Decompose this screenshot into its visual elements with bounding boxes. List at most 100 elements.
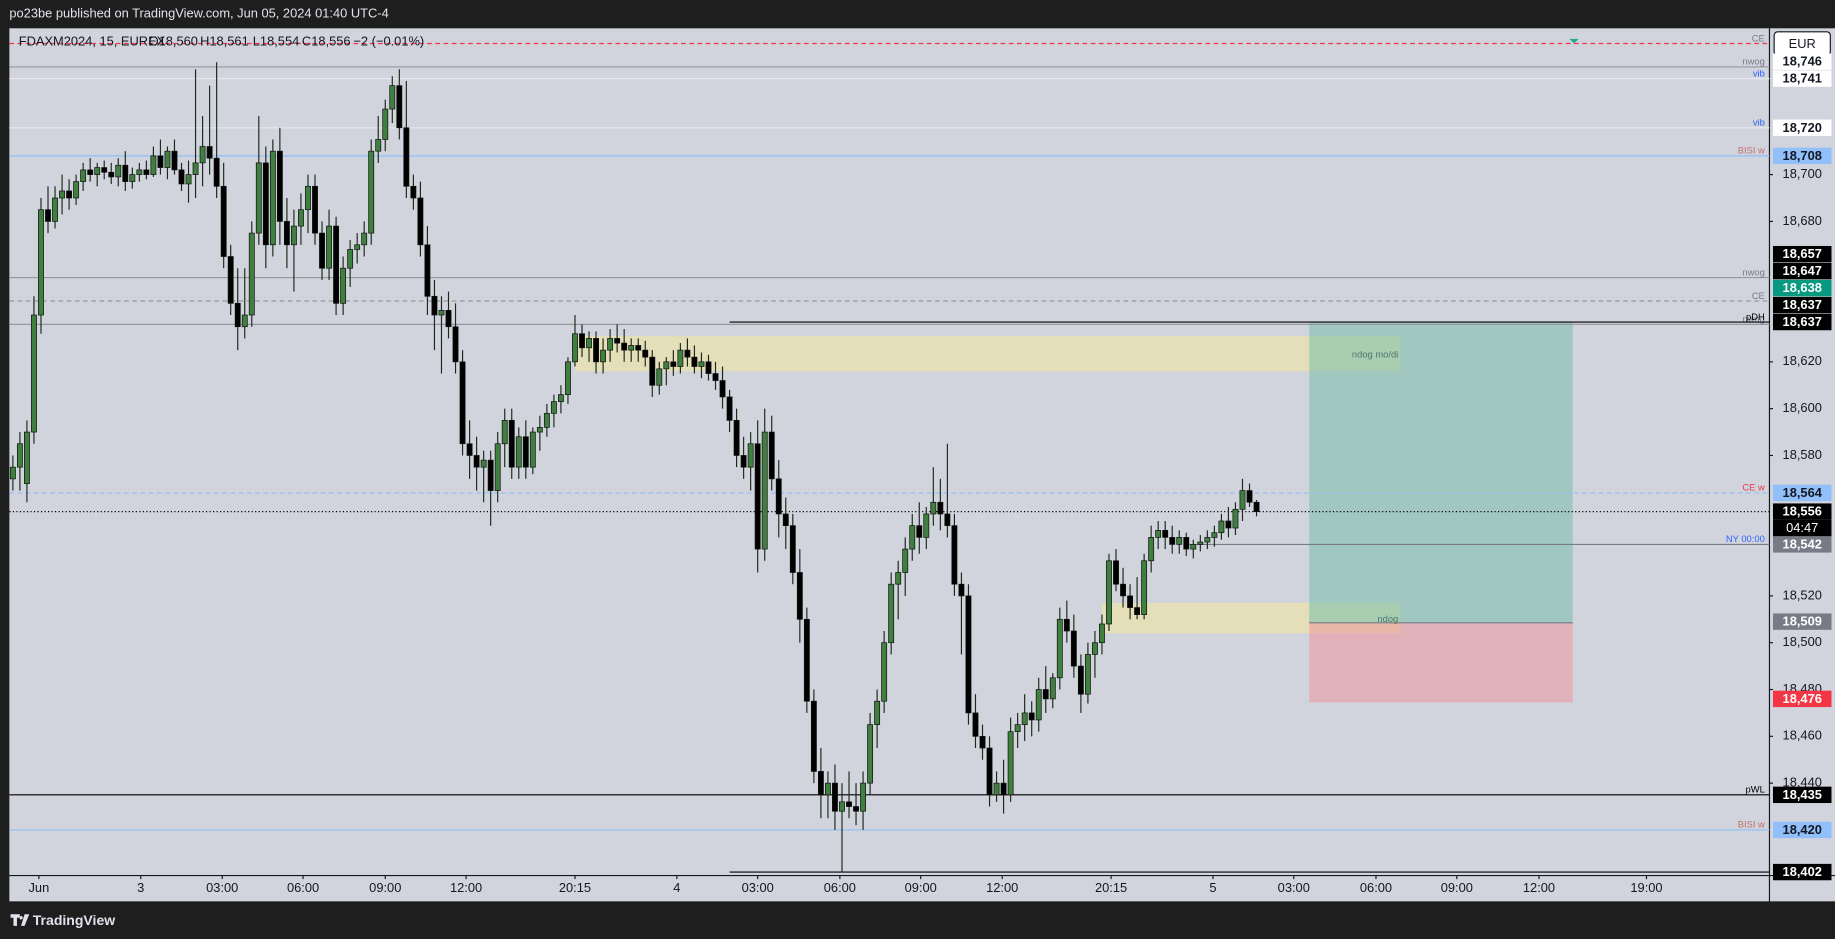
countdown-box — [1772, 519, 1832, 537]
y-tick-label: 18,440 — [1783, 775, 1822, 790]
x-tick-label: 09:00 — [905, 880, 937, 895]
candle-body — [1000, 782, 1007, 796]
level-label: pWL — [1746, 785, 1765, 795]
price-label-box — [1772, 484, 1832, 502]
y-tick-label: 18,580 — [1783, 447, 1822, 462]
candle-body — [94, 167, 101, 175]
candle-body — [656, 368, 663, 386]
candle-body — [593, 338, 599, 363]
candle-body — [789, 525, 796, 573]
candle-body — [108, 171, 115, 178]
candle-body — [501, 419, 508, 445]
candle-body — [1183, 537, 1190, 550]
y-tick-label: 18,500 — [1783, 634, 1822, 649]
price-label-box — [1772, 53, 1832, 70]
price-label: 18,556 — [1783, 504, 1822, 519]
price-label-box — [1772, 262, 1832, 280]
candle-body — [326, 225, 332, 269]
candle-body — [24, 431, 30, 484]
candle-body — [558, 394, 564, 402]
candle-body — [761, 431, 768, 550]
candle-body — [368, 150, 375, 234]
candle-body — [874, 700, 881, 725]
candle-body — [494, 443, 501, 491]
candle-body — [473, 455, 480, 468]
candle-body — [965, 595, 972, 714]
candle-body — [579, 333, 585, 349]
candle-body — [115, 164, 122, 178]
candle-body — [291, 225, 297, 246]
candle-body — [839, 801, 845, 812]
candle-body — [607, 338, 614, 351]
candle-body — [698, 361, 705, 367]
candle-body — [1113, 560, 1119, 585]
level-label: vib — [1753, 68, 1765, 78]
marker — [1569, 38, 1579, 44]
candle-body — [143, 169, 150, 175]
candle-body — [586, 338, 592, 349]
candle-body — [1035, 689, 1042, 721]
candle-body — [1070, 630, 1077, 667]
candle-body — [136, 169, 143, 175]
candle-body — [396, 85, 403, 129]
candle-body — [87, 169, 94, 175]
x-tick-label: 06:00 — [824, 880, 856, 895]
candle-body — [150, 155, 157, 175]
price-label: 18,420 — [1783, 822, 1822, 837]
candle-body — [993, 782, 1000, 796]
candle-body — [382, 108, 389, 140]
y-tick-label: 18,520 — [1783, 587, 1822, 602]
publisher: po23be published on TradingView.com, Jun… — [9, 6, 388, 21]
candle-body — [80, 169, 87, 182]
candle-body — [986, 747, 993, 796]
candle-body — [712, 373, 719, 381]
level-label: CE — [1752, 291, 1765, 301]
candle-body — [684, 349, 691, 358]
x-tick-label: 4 — [673, 880, 680, 895]
y-tick-label: 18,700 — [1783, 166, 1822, 181]
candle-body — [220, 185, 227, 257]
level-label: pDH — [1746, 312, 1765, 322]
candle-body — [796, 572, 803, 620]
price-label: 18,542 — [1783, 536, 1822, 551]
candle-body — [417, 197, 424, 246]
level-label: BISI w — [1738, 146, 1765, 156]
candle-body — [206, 146, 213, 159]
candle-body — [1028, 712, 1035, 721]
candle-body — [487, 459, 494, 491]
candle-body — [185, 174, 192, 185]
candle-body — [305, 185, 311, 211]
candle-body — [1056, 618, 1063, 679]
candle-body — [628, 345, 635, 351]
candle-body — [726, 396, 733, 421]
candle-body — [73, 181, 80, 199]
candle-body — [1253, 501, 1260, 512]
price-label: 18,509 — [1783, 614, 1822, 629]
candle-body — [1141, 560, 1148, 615]
candle-body — [909, 525, 916, 550]
candle-body — [740, 455, 747, 468]
x-tick-label: 06:00 — [1360, 880, 1392, 895]
candle-body — [895, 572, 902, 585]
price-label-box — [1772, 279, 1832, 297]
candle-body — [192, 162, 199, 175]
currency-label[interactable]: EUR — [1789, 36, 1816, 51]
candle-body — [782, 513, 789, 527]
candle-body — [1169, 537, 1176, 545]
candle-body — [1225, 520, 1232, 529]
candle-body — [614, 338, 621, 344]
price-label: 18,638 — [1783, 280, 1822, 295]
price-label-box — [1772, 536, 1832, 553]
candle-body — [361, 232, 368, 246]
candle-body — [129, 174, 136, 182]
candle-body — [31, 314, 37, 433]
candle-body — [642, 349, 649, 358]
candle-body — [825, 782, 831, 796]
level-label: CE w — [1742, 483, 1765, 493]
x-tick-label: 03:00 — [206, 880, 238, 895]
price-label-box — [1772, 313, 1832, 331]
candle-body — [403, 127, 410, 187]
candle-body — [1084, 654, 1091, 695]
currency[interactable]: EUR — [1773, 31, 1831, 56]
